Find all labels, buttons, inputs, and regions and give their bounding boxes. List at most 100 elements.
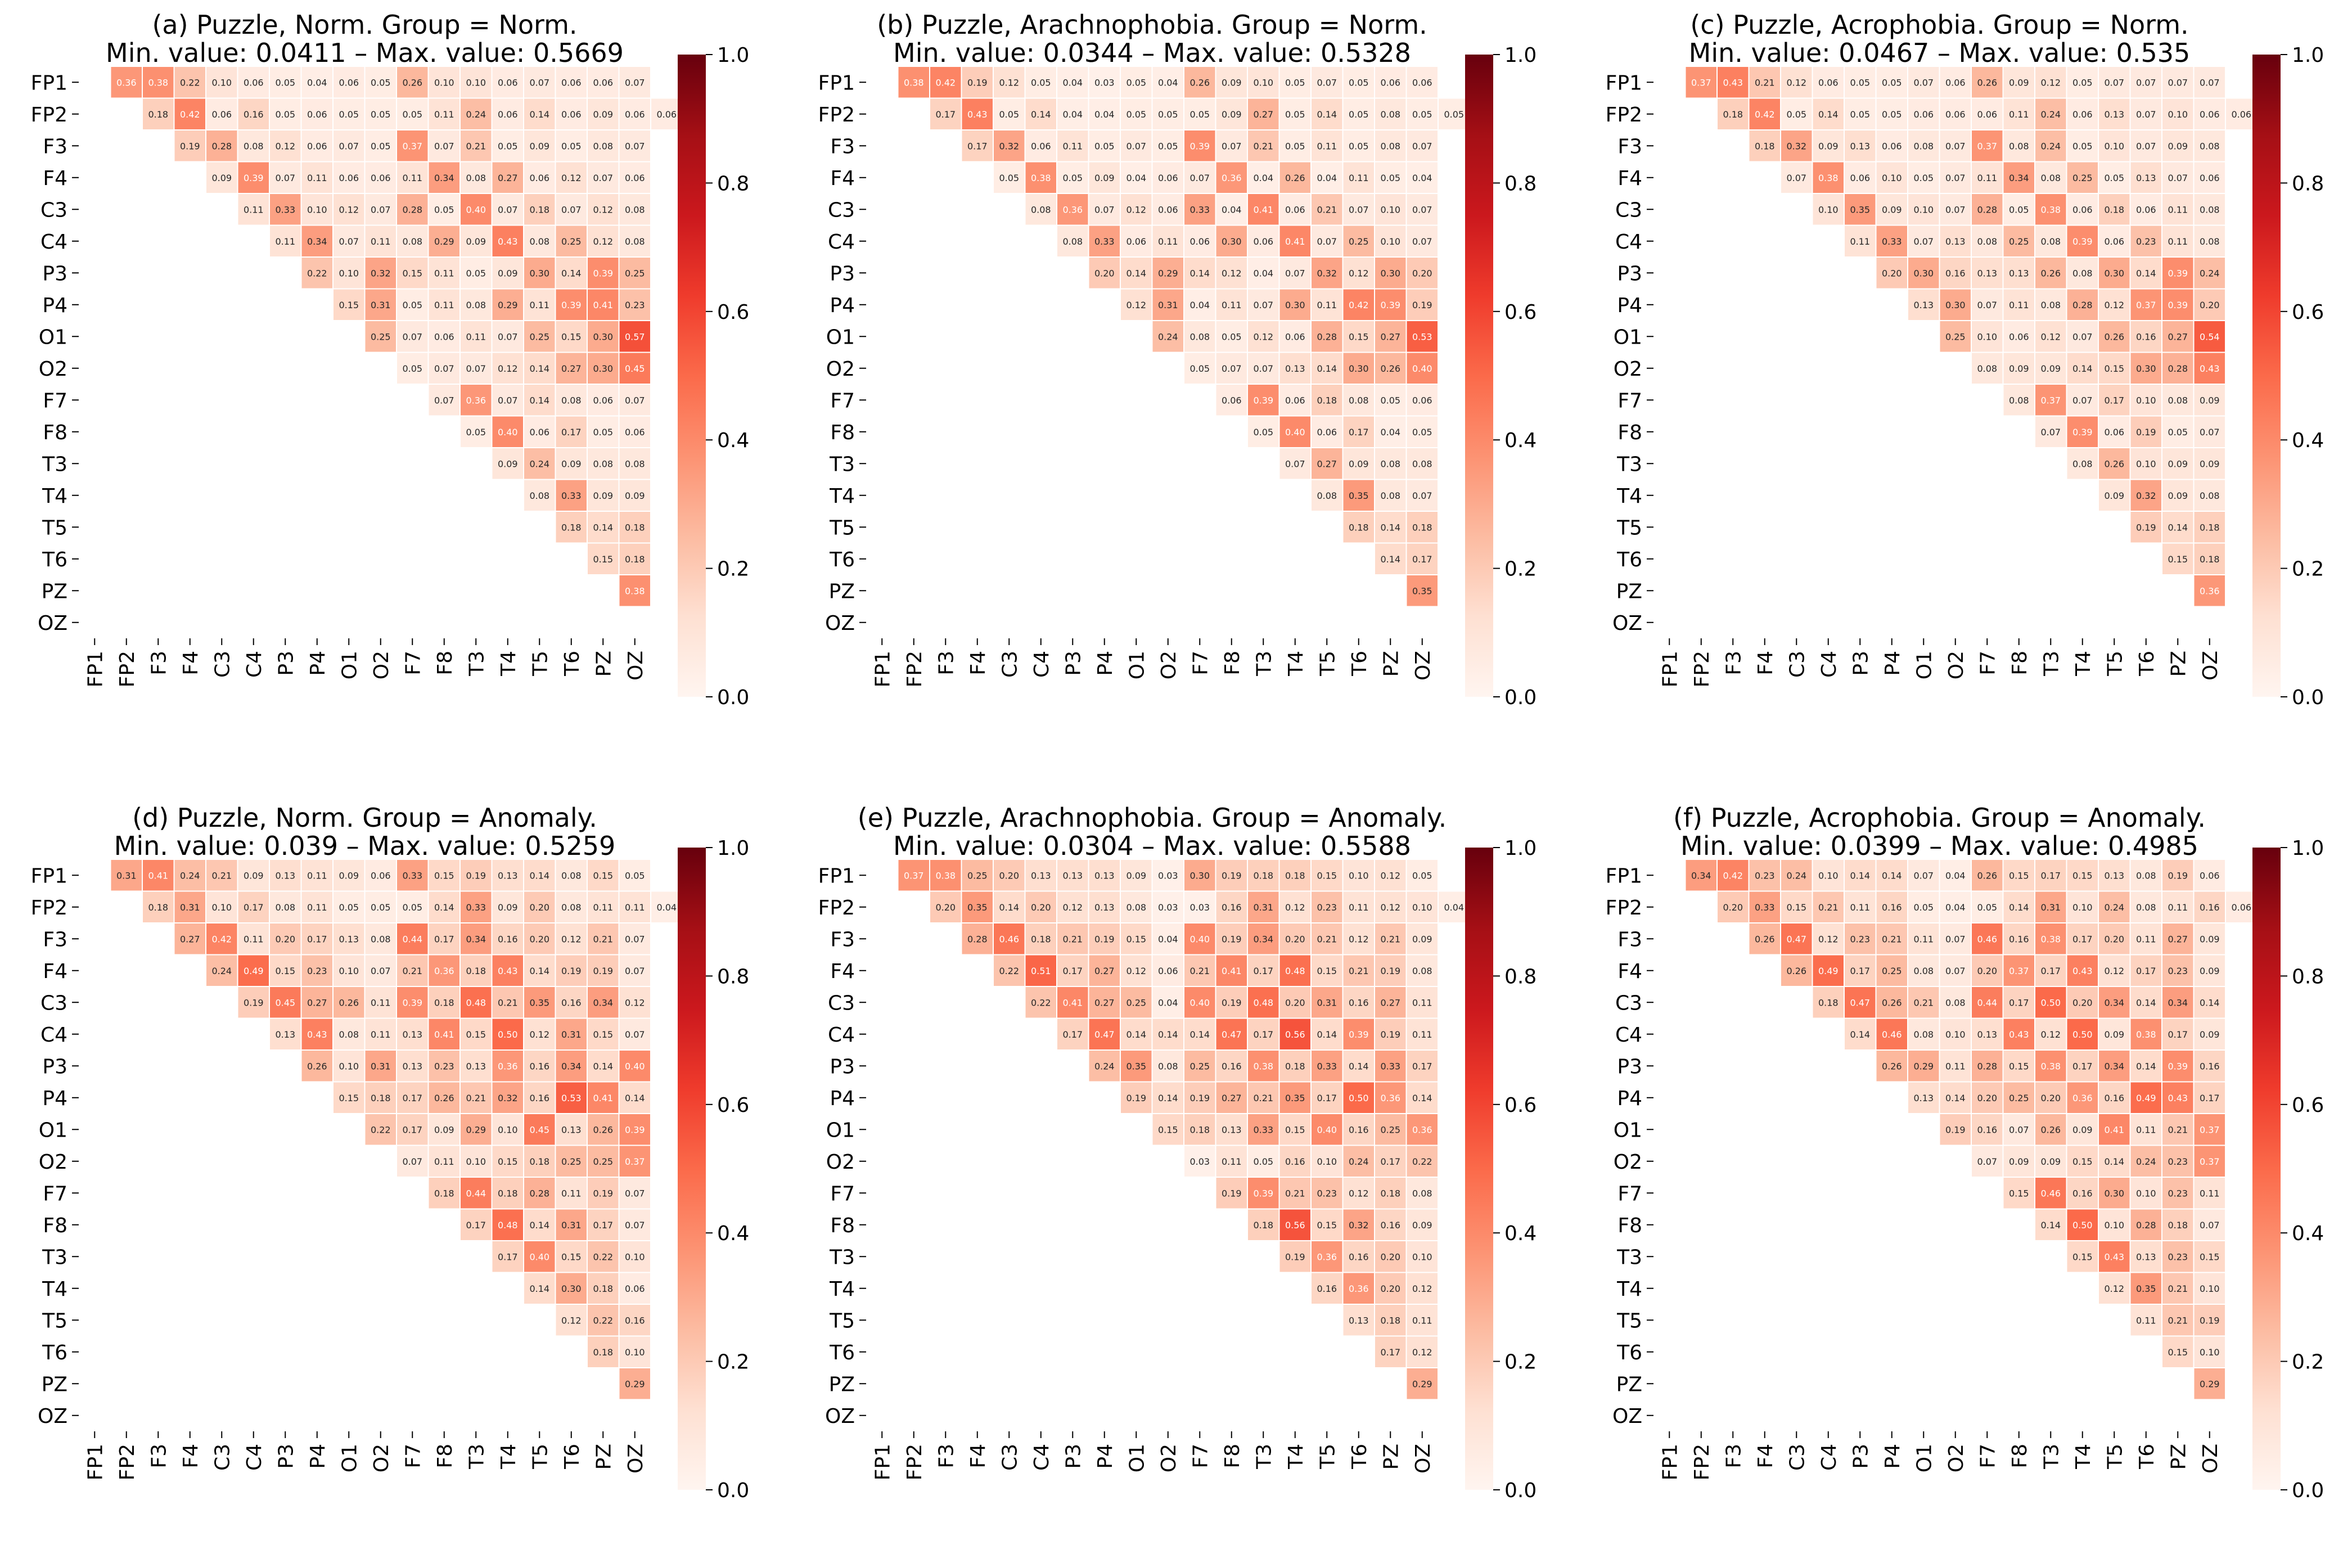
cell-value-label: 0.38 <box>148 77 168 88</box>
cell-value-label: 0.24 <box>1094 1061 1115 1071</box>
heatmap-cell <box>523 1272 556 1305</box>
cell-value-label: 0.21 <box>466 1093 486 1103</box>
cell-value-label: 0.12 <box>1380 870 1400 881</box>
heatmap-cell <box>1939 1113 1972 1146</box>
x-tick-label: T3 <box>465 1444 488 1470</box>
heatmap-cell <box>1278 161 1312 194</box>
cell-value-label: 0.40 <box>466 204 486 215</box>
cell-value-label: 0.21 <box>2168 1283 2188 1294</box>
heatmap-cell <box>587 1304 620 1337</box>
y-tick-label: C4 <box>40 231 67 254</box>
x-tick-label: FP1 <box>1659 651 1682 687</box>
cell-value-label: 0.07 <box>2136 109 2156 120</box>
heatmap-cell <box>961 97 994 130</box>
cell-value-label: 0.05 <box>1253 427 1273 438</box>
cell-value-label: 0.30 <box>1285 300 1305 310</box>
cell-value-label: 0.07 <box>1094 204 1115 215</box>
colorbar-tick-label: 1.0 <box>1504 837 1537 860</box>
cell-value-label: 0.24 <box>1349 1156 1369 1167</box>
cell-value-label: 0.10 <box>2136 458 2156 469</box>
x-tick-label: F7 <box>1976 1444 1999 1468</box>
heatmap-cell <box>929 890 962 923</box>
x-tick-label: F7 <box>1189 1444 1212 1468</box>
cell-value-label: 0.12 <box>2040 331 2061 342</box>
cell-value-label: 0.28 <box>1977 204 1997 215</box>
heatmap-cell <box>2193 1049 2226 1083</box>
cell-value-label: 0.07 <box>1977 1156 1997 1167</box>
cell-value-label: 0.07 <box>561 204 582 215</box>
cell-value-label: 0.06 <box>1412 395 1432 405</box>
cell-value-label: 0.06 <box>434 331 454 342</box>
x-tick-label: O1 <box>338 651 361 679</box>
heatmap-cell <box>555 1081 588 1114</box>
cell-value-label: 0.40 <box>529 1251 549 1262</box>
cell-value-label: 0.31 <box>116 870 137 881</box>
cell-value-label: 0.24 <box>2104 902 2124 913</box>
x-tick-label: T6 <box>1348 651 1371 677</box>
heatmap-cell <box>1342 415 1375 448</box>
heatmap-cell <box>1405 288 1439 321</box>
x-tick-label: T6 <box>561 1444 584 1470</box>
cell-value-label: 0.41 <box>1062 997 1083 1008</box>
cell-value-label: 0.05 <box>1158 141 1178 151</box>
heatmap-cell <box>1342 1017 1375 1051</box>
cell-value-label: 0.07 <box>1977 300 1997 310</box>
cell-value-label: 0.05 <box>1913 902 1934 913</box>
x-tick-label: F8 <box>434 1444 457 1468</box>
cell-value-label: 0.42 <box>1723 870 1743 881</box>
heatmap-cell <box>1939 320 1972 353</box>
cell-value-label: 0.15 <box>2072 870 2093 881</box>
cell-value-label: 0.13 <box>1913 300 1934 310</box>
cell-value-label: 0.10 <box>307 204 327 215</box>
cell-value-label: 0.05 <box>593 427 613 438</box>
cell-value-label: 0.10 <box>2136 395 2156 405</box>
cell-value-label: 0.03 <box>1094 77 1115 88</box>
cell-value-label: 0.34 <box>2104 1061 2124 1071</box>
heatmap-cell <box>237 97 270 130</box>
cell-value-label: 0.27 <box>561 363 582 374</box>
cell-value-label: 0.15 <box>434 870 454 881</box>
cell-value-label: 0.19 <box>967 77 988 88</box>
cell-value-label: 0.05 <box>1412 109 1432 120</box>
heatmap-cell <box>459 1017 493 1051</box>
heatmap-cell <box>2193 1335 2226 1368</box>
heatmap-cell <box>427 954 461 987</box>
heatmap-cell <box>1342 1113 1375 1146</box>
cell-value-label: 0.10 <box>1349 870 1369 881</box>
cell-value-label: 0.16 <box>2072 1188 2093 1198</box>
heatmap-cell <box>2034 1017 2067 1051</box>
heatmap-cell <box>1215 193 1248 226</box>
heatmap-cell <box>300 256 334 290</box>
cell-value-label: 0.47 <box>1850 997 1870 1008</box>
heatmap-cell <box>1374 986 1407 1019</box>
cell-value-label: 0.13 <box>1285 363 1305 374</box>
heatmap-cell <box>1971 1145 2004 1178</box>
heatmap-cell <box>237 922 270 956</box>
cell-value-label: 0.33 <box>1380 1061 1400 1071</box>
panel-title: (e) Puzzle, Arachnophobia. Group = Anoma… <box>858 803 1447 833</box>
x-tick-label: T4 <box>497 1444 520 1470</box>
cell-value-label: 0.07 <box>371 204 391 215</box>
cell-value-label: 0.17 <box>1412 1061 1432 1071</box>
cell-value-label: 0.09 <box>561 458 582 469</box>
cell-value-label: 0.34 <box>307 236 327 247</box>
cell-value-label: 0.06 <box>2104 427 2124 438</box>
cell-value-label: 0.17 <box>244 902 264 913</box>
cell-value-label: 0.38 <box>2136 1029 2156 1040</box>
cell-value-label: 0.18 <box>2200 554 2220 565</box>
cell-value-label: 0.05 <box>1380 395 1400 405</box>
y-tick-label: F8 <box>830 421 855 444</box>
heatmap-cell <box>523 224 556 258</box>
heatmap-cell <box>142 890 175 923</box>
heatmap-cell <box>1310 1081 1344 1114</box>
cell-value-label: 0.18 <box>1412 522 1432 533</box>
cell-value-label: 0.36 <box>466 395 486 405</box>
heatmap-cell <box>2161 542 2195 575</box>
heatmap-cell <box>1374 1208 1407 1241</box>
cell-value-label: 0.09 <box>498 458 518 469</box>
cell-value-label: 0.54 <box>2200 331 2220 342</box>
heatmap-cell <box>396 161 429 194</box>
cell-value-label: 0.07 <box>466 363 486 374</box>
cell-value-label: 0.15 <box>1317 966 1337 976</box>
heatmap-cell <box>618 66 651 99</box>
